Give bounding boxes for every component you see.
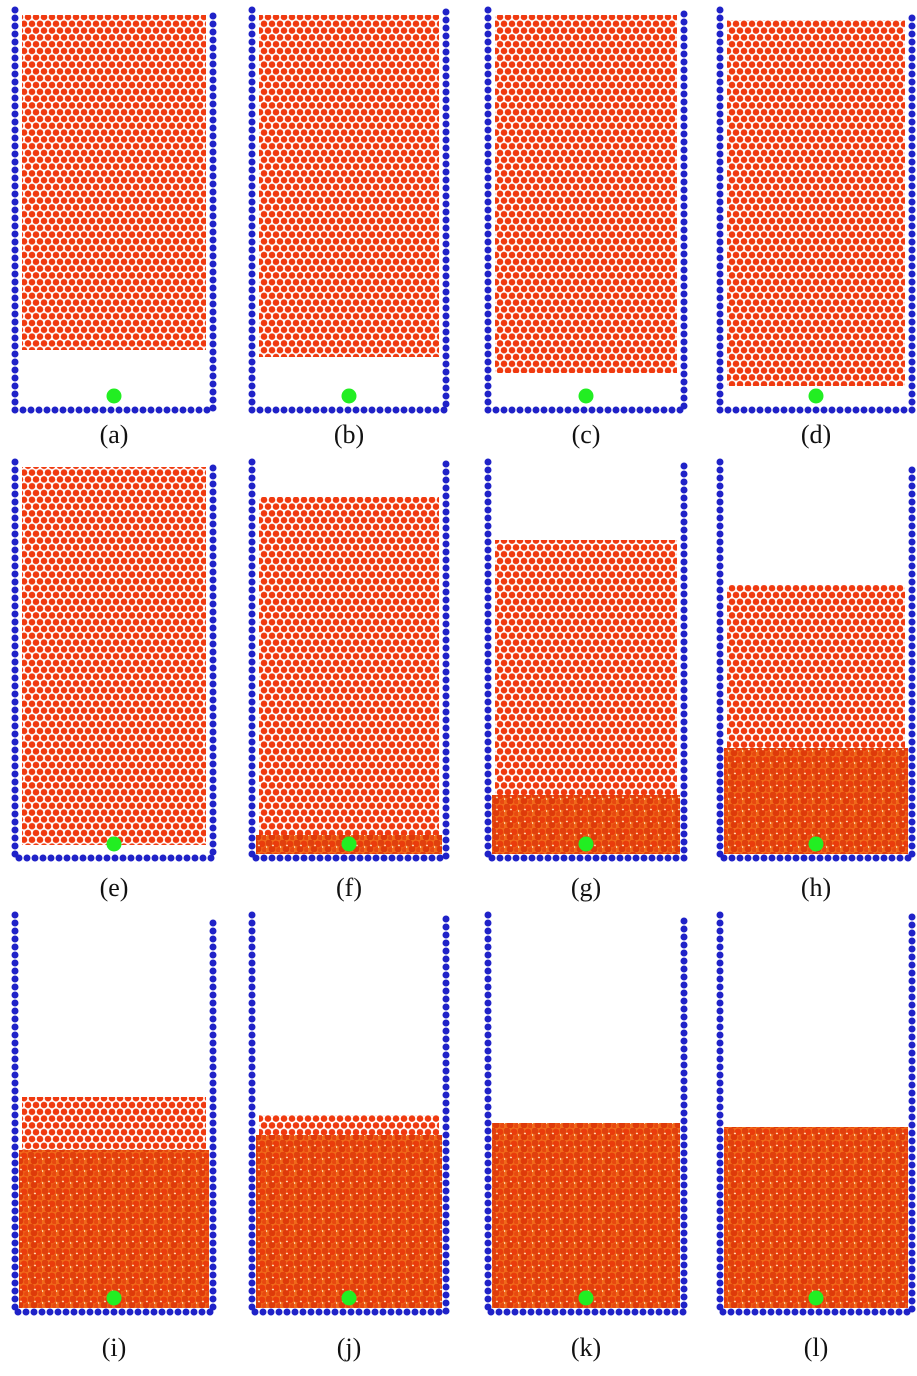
panel-label: (b) xyxy=(334,420,364,449)
page: (a)(b)(c)(d)(e)(f)(g)(h)(i)(j)(k)(l) (()… xyxy=(0,0,917,1376)
intruder-particle xyxy=(579,1291,594,1306)
ordered-particles xyxy=(22,1097,206,1150)
intruder-particle xyxy=(342,837,357,852)
ordered-particles xyxy=(495,540,677,795)
ordered-particles xyxy=(259,15,439,357)
intruder-particle xyxy=(579,389,594,404)
panel-label: (j) xyxy=(337,1333,362,1362)
panel-label: (f) xyxy=(336,873,362,902)
packed-particles xyxy=(492,1123,680,1308)
intruder-particle xyxy=(342,1291,357,1306)
intruder-particle xyxy=(809,837,824,852)
panel-label: (h) xyxy=(801,873,831,902)
panel-label: (d) xyxy=(801,420,831,449)
ordered-particles xyxy=(259,1115,439,1135)
panel-label: (l) xyxy=(804,1333,829,1362)
intruder-particle xyxy=(342,389,357,404)
panel-label: (k) xyxy=(571,1333,601,1362)
intruder-particle xyxy=(107,389,122,404)
panel-label: (g) xyxy=(571,873,601,902)
intruder-particle xyxy=(107,1291,122,1306)
ordered-particles xyxy=(495,15,677,373)
packed-particles xyxy=(256,1135,442,1308)
panel-label: (e) xyxy=(100,873,129,902)
ordered-particles xyxy=(259,497,439,835)
panel-label: (c) xyxy=(572,420,601,449)
ordered-particles xyxy=(22,467,206,845)
intruder-particle xyxy=(809,1291,824,1306)
intruder-particle xyxy=(809,389,824,404)
intruder-particle xyxy=(107,837,122,852)
figure: (a) (b) (c) (d) (e) (f) (g) (h) (i) (j) (k) (l) xyxy=(0,0,917,1376)
packed-particles xyxy=(724,1127,908,1308)
panel-label: (a) xyxy=(100,420,129,449)
intruder-particle xyxy=(579,837,594,852)
ordered-particles xyxy=(22,15,206,350)
ordered-particles xyxy=(727,20,905,386)
panel-label: (i) xyxy=(102,1333,127,1362)
packed-particles xyxy=(19,1150,209,1308)
ordered-particles xyxy=(727,585,905,748)
